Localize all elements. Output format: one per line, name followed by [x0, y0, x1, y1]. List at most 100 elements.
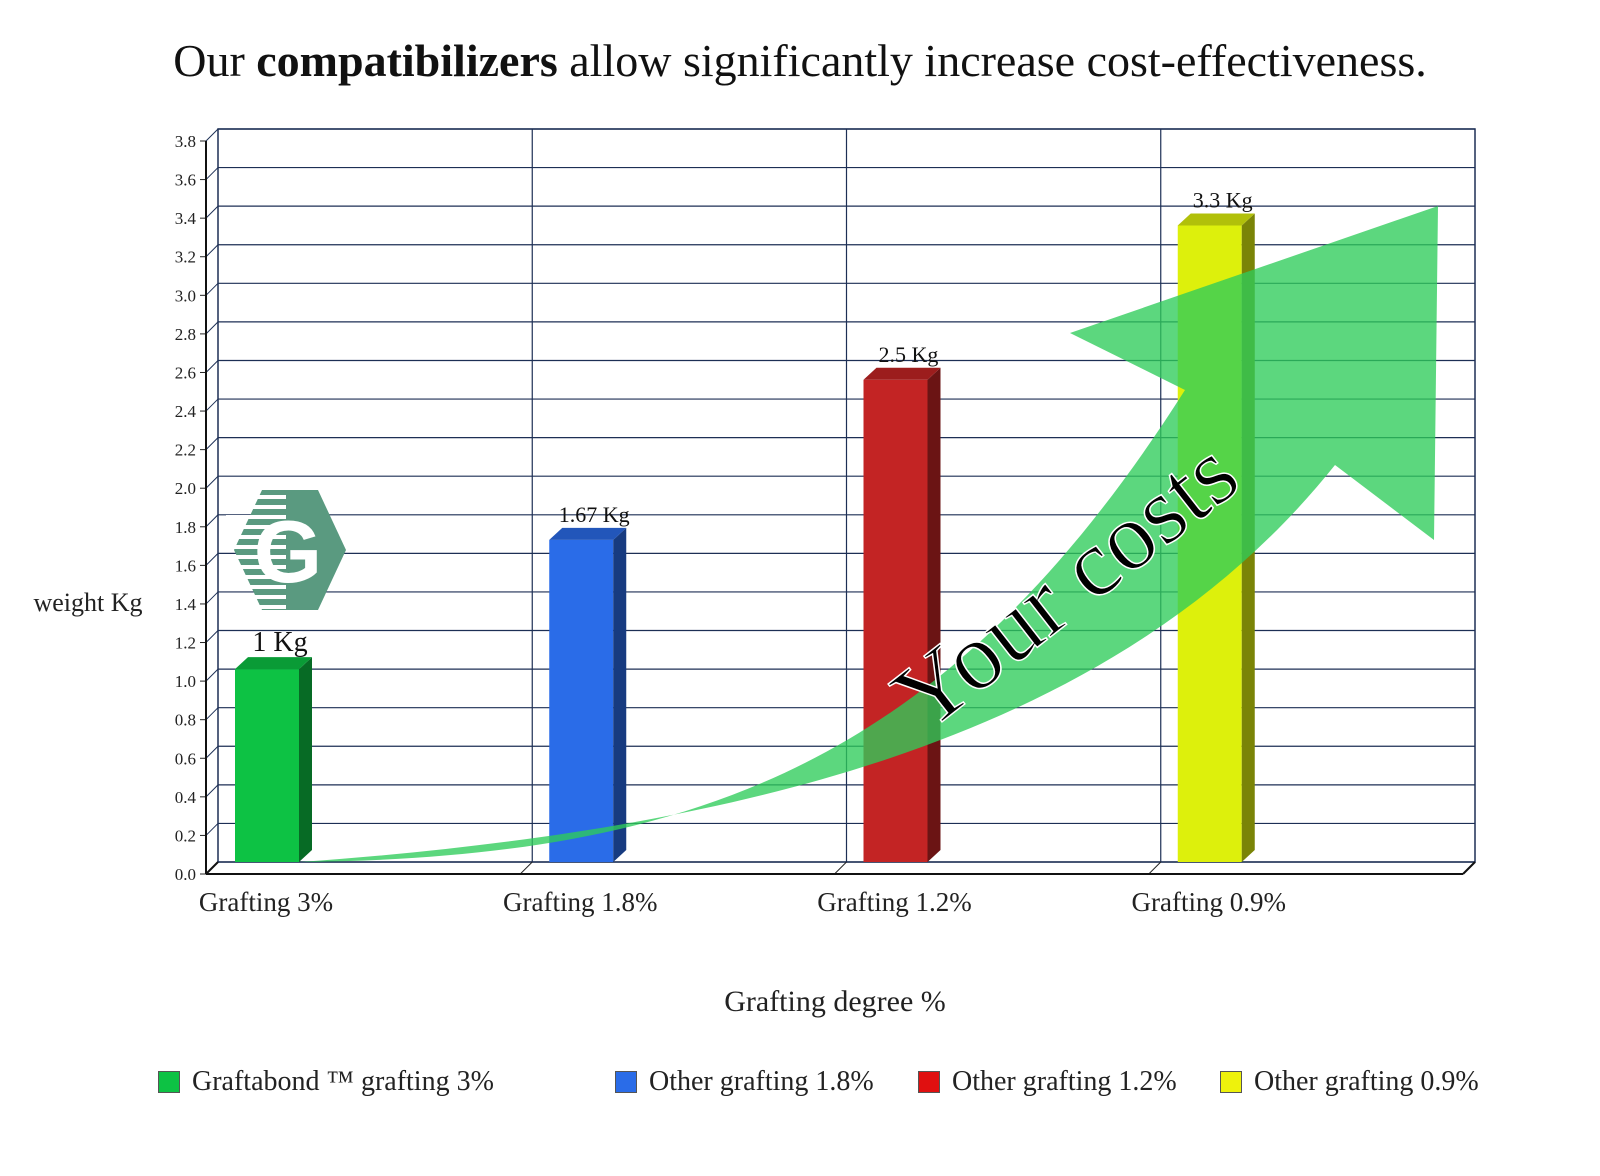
bar	[863, 367, 941, 862]
gridline-depth	[205, 437, 219, 450]
gridline-depth	[205, 321, 219, 335]
title-suffix: allow significantly increase cost-effect…	[557, 35, 1427, 86]
y-tick-label: 1.0	[175, 672, 196, 691]
x-tick-label: Grafting 1.8%	[503, 887, 657, 917]
legend-swatch	[918, 1071, 940, 1093]
axis-corner	[205, 861, 219, 875]
legend-item: Other grafting 1.8%	[615, 1064, 874, 1100]
legend-swatch	[1220, 1071, 1242, 1093]
logo-letter: G	[254, 502, 322, 601]
logo-stripe	[226, 595, 286, 599]
y-tick-labels: 0.0 0.2 0.4 0.6 0.8 1.0 1.2 1.4 1.6 1.8 2.0 2.2 2.4 2…	[175, 132, 197, 884]
x-tick-label: Grafting 3%	[199, 887, 333, 917]
gridline-depth	[205, 244, 219, 258]
gridline-depth	[205, 784, 219, 798]
y-tick-label: 1.2	[175, 634, 196, 653]
y-tick-label: 3.0	[175, 286, 196, 305]
logo-stripe	[226, 575, 286, 579]
legend-label: Other grafting 1.2%	[952, 1066, 1177, 1097]
y-tick-label: 2.2	[175, 441, 196, 460]
y-axis-label: weight Kg	[33, 588, 142, 617]
bar-front	[863, 379, 928, 862]
bar-side	[613, 527, 627, 862]
y-tick-label: 3.8	[175, 132, 196, 151]
legend-item: Other grafting 1.2%	[918, 1064, 1177, 1100]
x-tick-mark	[519, 861, 533, 875]
axes	[200, 140, 1476, 875]
gridline-depth	[205, 745, 219, 759]
legend-item: Other grafting 0.9%	[1220, 1064, 1479, 1100]
gridline-depth	[205, 514, 219, 528]
gridline-depth	[205, 128, 219, 142]
y-tick-label: 3.6	[175, 171, 196, 190]
gridline-depth	[205, 475, 219, 489]
bar	[235, 657, 312, 862]
gridline-depth	[205, 630, 219, 643]
y-tick-label: 1.4	[175, 595, 197, 614]
logo-stripe	[226, 495, 286, 499]
logo-stripe	[226, 515, 286, 519]
gridline-depth	[205, 823, 219, 836]
y-tick-label: 1.8	[175, 518, 196, 537]
bar-front	[549, 539, 614, 862]
gridline-depth	[205, 553, 219, 566]
gridline-depth	[205, 707, 219, 721]
gridline-depth	[205, 205, 219, 219]
legend-label: Graftabond ™ grafting 3%	[192, 1066, 494, 1097]
x-tick-mark	[1148, 861, 1162, 875]
axis-floor-edge	[1462, 861, 1476, 875]
bar-data-label: 3.3 Kg	[1193, 187, 1253, 212]
x-tick-label: Grafting 1.2%	[817, 887, 971, 917]
legend-item: Graftabond ™ grafting 3%	[158, 1064, 494, 1100]
x-tick-labels: Grafting 3% Grafting 1.8% Grafting 1.2% Gra…	[199, 887, 1286, 917]
title-emphasis: compatibilizers	[256, 35, 558, 86]
logo-stripe	[226, 505, 286, 509]
y-tick-label: 0.6	[175, 749, 196, 768]
legend-label: Other grafting 1.8%	[649, 1066, 874, 1097]
bar-side	[299, 657, 312, 862]
logo-badge	[234, 490, 346, 610]
legend-swatch	[158, 1071, 180, 1093]
y-tick-label: 2.6	[175, 363, 196, 382]
y-tick-label: 0.4	[175, 788, 197, 807]
bar-data-label: 1.67 Kg	[559, 502, 630, 527]
logo-stripe	[226, 545, 286, 549]
legend-label: Other grafting 0.9%	[1254, 1066, 1479, 1097]
x-tick-label: Grafting 0.9%	[1132, 887, 1286, 917]
gridline-depth	[205, 398, 219, 412]
x-axis-label: Grafting degree %	[724, 985, 946, 1018]
logo-stripe	[226, 525, 286, 529]
bar-data-label: 1 Kg	[252, 627, 307, 658]
graftabond-g-logo-icon: G	[226, 490, 346, 610]
gridline-depth	[205, 668, 219, 682]
legend-swatch	[615, 1071, 637, 1093]
y-tick-label: 2.4	[175, 402, 197, 421]
bar-top	[549, 527, 627, 540]
y-tick-label: 0.2	[175, 826, 196, 845]
title-prefix: Our	[173, 35, 257, 86]
y-tick-label: 2.0	[175, 479, 196, 498]
y-tick-label: 0.8	[175, 711, 196, 730]
bar-top	[863, 367, 941, 380]
data-labels: 1 Kg 1.67 Kg 2.5 Kg 3.3 Kg	[252, 187, 1252, 658]
gridline-depth	[205, 282, 219, 296]
costs-arrow-shape	[300, 206, 1438, 862]
logo-stripe	[226, 555, 286, 559]
bar-data-label: 2.5 Kg	[879, 342, 939, 367]
y-tick-label: 2.8	[175, 325, 196, 344]
bar-top	[235, 657, 312, 670]
logo-stripe	[226, 565, 286, 569]
y-tick-label: 0.0	[175, 865, 196, 884]
bar-top	[1177, 213, 1255, 226]
bar	[549, 527, 627, 862]
gridline-depth	[205, 360, 219, 373]
y-tick-label: 3.2	[175, 248, 196, 267]
gridline-depth	[205, 167, 219, 180]
y-tick-label: 3.4	[175, 209, 197, 228]
logo-stripe	[226, 535, 286, 539]
x-tick-mark	[834, 861, 847, 875]
chart-title: Our compatibilizers allow significantly …	[0, 34, 1600, 87]
bar-front	[235, 669, 299, 862]
gridline-depth	[205, 591, 219, 605]
